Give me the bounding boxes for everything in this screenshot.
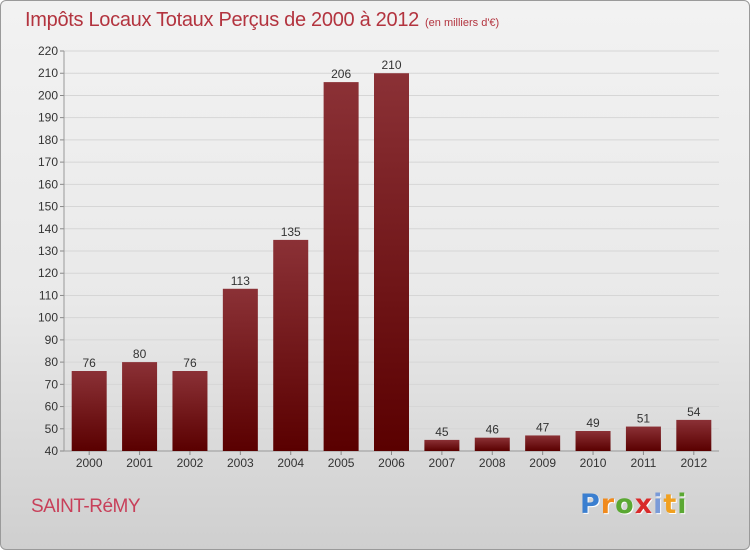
bar-2007 [424, 439, 460, 451]
bar-2008 [474, 437, 510, 451]
data-label: 47 [536, 420, 550, 434]
chart-unit-note: (en milliers d'€) [424, 17, 500, 29]
x-tick-label: 2007 [429, 456, 456, 470]
y-tick-label: 130 [38, 244, 58, 258]
x-tick-label: 2001 [126, 456, 153, 470]
x-tick-label: 2005 [328, 456, 355, 470]
data-label: 210 [381, 58, 401, 72]
proxiti-logo: Proxiti [580, 489, 688, 520]
bar-2005 [323, 82, 359, 451]
data-label: 76 [183, 356, 197, 370]
y-tick-label: 90 [45, 333, 59, 347]
y-tick-label: 220 [38, 44, 58, 58]
plot-area: 40 50 60 70 80 90 100 110 120 130 140 150 160 170 180 1… [38, 44, 719, 470]
x-tick-label: 2008 [479, 456, 506, 470]
x-tick-label: 2000 [76, 456, 103, 470]
logo-letter: i [677, 489, 688, 520]
y-tick-label: 160 [38, 177, 58, 191]
bar-2003 [222, 288, 258, 451]
y-tick-label: 190 [38, 111, 58, 125]
data-label: 49 [586, 416, 600, 430]
data-label: 113 [231, 274, 250, 288]
y-tick-label: 140 [38, 222, 58, 236]
bar-2011 [625, 426, 661, 451]
y-tick-label: 120 [38, 266, 58, 280]
data-label: 45 [435, 425, 449, 439]
data-label: 76 [83, 356, 97, 370]
bar-2000 [71, 371, 107, 451]
y-tick-label: 210 [38, 66, 58, 80]
x-tick-label: 2011 [631, 456, 657, 470]
y-tick-label: 40 [45, 444, 59, 458]
logo-letter: o [615, 489, 635, 520]
x-tick-label: 2010 [580, 456, 607, 470]
y-tick-label: 110 [39, 288, 58, 302]
chart-title: Impôts Locaux Totaux Perçus de 2000 à 20… [25, 9, 499, 32]
y-tick-label: 80 [45, 355, 59, 369]
bar-2006 [374, 73, 409, 451]
logo-letter: r [600, 489, 616, 520]
data-label: 135 [281, 225, 301, 239]
data-label: 80 [133, 347, 147, 361]
data-label: 46 [486, 423, 500, 437]
data-label: 206 [331, 67, 351, 81]
data-label: 51 [637, 412, 651, 426]
bar-2009 [525, 435, 561, 451]
bar-2002 [172, 371, 208, 451]
bar-2004 [273, 239, 309, 451]
x-tick-label: 2012 [680, 456, 707, 470]
logo-letter: i [653, 489, 664, 520]
y-tick-label: 60 [45, 400, 59, 414]
bar-2001 [122, 362, 158, 451]
x-tick-label: 2002 [177, 456, 204, 470]
x-tick-label: 2009 [529, 456, 556, 470]
data-label: 54 [687, 405, 701, 419]
commune-name: SAINT-RéMY [31, 496, 141, 517]
x-tick-label: 2004 [277, 456, 304, 470]
chart-title-text: Impôts Locaux Totaux Perçus de 2000 à 20… [25, 9, 419, 31]
y-tick-label: 180 [38, 133, 58, 147]
x-tick-label: 2006 [378, 456, 405, 470]
x-tick-label: 2003 [227, 456, 254, 470]
y-tick-label: 50 [45, 422, 59, 436]
y-tick-label: 200 [38, 88, 58, 102]
y-tick-label: 170 [38, 155, 58, 169]
y-tick-label: 150 [38, 200, 58, 214]
bar-2010 [575, 431, 611, 451]
y-tick-label: 100 [38, 311, 58, 325]
logo-letter: P [580, 489, 601, 520]
logo-letter: x [634, 489, 654, 520]
logo-letter: t [663, 489, 678, 520]
bar-2012 [676, 419, 712, 451]
y-tick-label: 70 [45, 377, 59, 391]
